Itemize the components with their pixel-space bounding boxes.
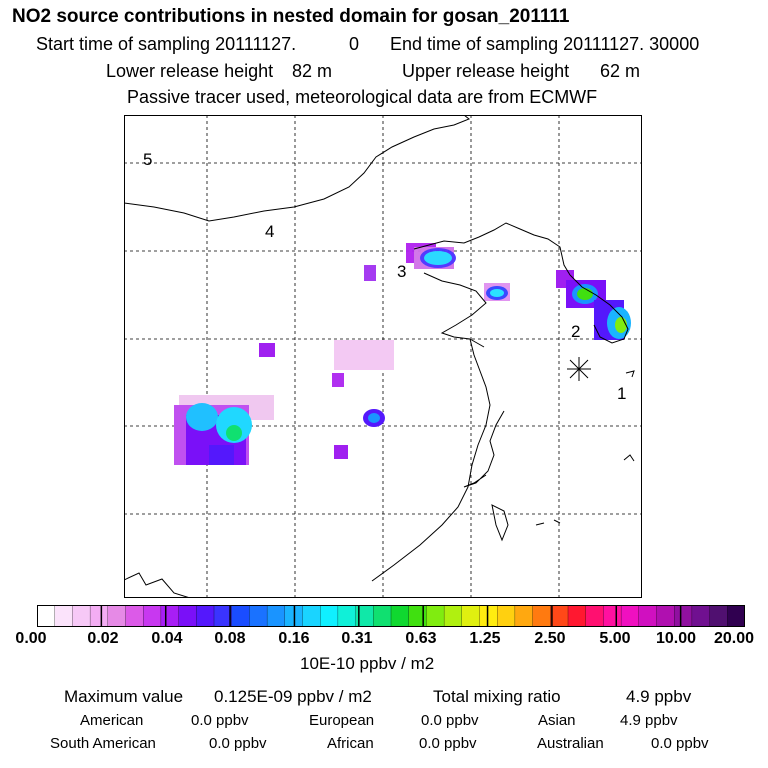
colorbar-cell xyxy=(727,605,745,627)
colorbar-cell xyxy=(231,605,251,627)
upper-release-value: 62 m xyxy=(600,61,641,81)
source-name-european: European xyxy=(309,712,375,729)
coastlines xyxy=(124,115,635,598)
source-value-european: 0.0 ppbv xyxy=(421,712,479,729)
colorbar-cell xyxy=(691,605,711,627)
max-value: 0.125E-09 ppbv / m2 xyxy=(214,687,372,706)
lower-release-label: Lower release height xyxy=(106,61,274,81)
start-time-value: 0 xyxy=(349,34,360,54)
concentration-plumes xyxy=(174,243,631,465)
colorbar-tick: 0.08 xyxy=(214,630,246,647)
colorbar-cell xyxy=(532,605,552,627)
colorbar-frame xyxy=(37,605,745,627)
tracer-note: Passive tracer used, meteorological data… xyxy=(127,87,598,107)
start-time-label: Start time of sampling 20111127. xyxy=(36,34,297,54)
source-value-asian: 4.9 ppbv xyxy=(620,712,678,729)
colorbar-unit: 10E-10 ppbv / m2 xyxy=(300,654,435,673)
region-label-3: 3 xyxy=(397,262,406,281)
max-value-label: Maximum value xyxy=(64,687,184,706)
source-value-south-american: 0.0 ppbv xyxy=(209,735,267,752)
colorbar-tick: 0.00 xyxy=(15,630,47,647)
lat-lon-grid xyxy=(124,115,642,598)
colorbar-cell xyxy=(603,605,622,627)
colorbar-cell xyxy=(709,605,729,627)
source-value-australian: 0.0 ppbv xyxy=(651,735,709,752)
colorbar-tick: 20.00 xyxy=(713,630,755,647)
colorbar-cell xyxy=(143,605,162,627)
source-name-south-american: South American xyxy=(50,735,156,752)
region-label-4: 4 xyxy=(265,222,274,241)
plume-korea xyxy=(556,270,631,340)
end-time-label: End time of sampling 20111127. 30000 xyxy=(390,34,700,54)
source-name-american: American xyxy=(80,712,144,729)
colorbar-cell xyxy=(567,605,587,627)
colorbar-cell xyxy=(125,605,144,627)
colorbar-cell xyxy=(585,605,605,627)
colorbar xyxy=(37,605,745,627)
colorbar-cell xyxy=(266,605,286,627)
colorbar-cell xyxy=(426,605,445,627)
colorbar-cell xyxy=(37,605,56,627)
colorbar-cell xyxy=(656,605,675,627)
colorbar-cell xyxy=(320,605,339,627)
colorbar-cell xyxy=(54,605,74,627)
colorbar-cell xyxy=(620,605,640,627)
colorbar-tick: 0.31 xyxy=(341,630,373,647)
colorbar-cell xyxy=(390,605,410,627)
source-name-african: African xyxy=(327,735,374,752)
colorbar-cell xyxy=(373,605,392,627)
region-label-1: 1 xyxy=(617,384,626,403)
source-name-australian: Australian xyxy=(537,735,604,752)
concentration-map: 5 4 3 2 1 xyxy=(124,115,642,598)
source-value-african: 0.0 ppbv xyxy=(419,735,477,752)
colorbar-cell xyxy=(443,605,463,627)
lower-release-value: 82 m xyxy=(292,61,333,81)
total-mixing-label: Total mixing ratio xyxy=(433,687,561,706)
colorbar-tick: 2.50 xyxy=(534,630,566,647)
colorbar-cell xyxy=(178,605,198,627)
colorbar-cell xyxy=(674,605,693,627)
colorbar-cell xyxy=(479,605,498,627)
colorbar-cell xyxy=(160,605,180,627)
colorbar-cell xyxy=(89,605,109,627)
plume-northeast xyxy=(364,243,510,301)
colorbar-tick: 0.04 xyxy=(151,630,183,647)
source-value-american: 0.0 ppbv xyxy=(191,712,249,729)
colorbar-cell xyxy=(337,605,357,627)
region-label-2: 2 xyxy=(571,322,580,341)
colorbar-cell xyxy=(72,605,91,627)
colorbar-cell xyxy=(461,605,481,627)
colorbar-cell xyxy=(302,605,321,627)
colorbar-cell xyxy=(249,605,268,627)
colorbar-cell xyxy=(107,605,127,627)
colorbar-tick: 0.16 xyxy=(278,630,310,647)
colorbar-cell xyxy=(638,605,658,627)
plume-southwest xyxy=(174,395,274,465)
upper-release-label: Upper release height xyxy=(402,61,570,81)
colorbar-tick: 10.00 xyxy=(655,630,697,647)
total-mixing-value: 4.9 ppbv xyxy=(626,687,692,706)
colorbar-tick: 0.02 xyxy=(87,630,119,647)
colorbar-cell xyxy=(408,605,428,627)
colorbar-tick: 5.00 xyxy=(599,630,631,647)
map-title: NO2 source contributions in nested domai… xyxy=(12,6,570,27)
colorbar-cell xyxy=(497,605,516,627)
source-name-asian: Asian xyxy=(538,712,576,729)
region-label-5: 5 xyxy=(143,150,152,169)
receptor-asterisk-icon xyxy=(567,357,591,381)
colorbar-tick: 1.25 xyxy=(469,630,501,647)
plume-interior xyxy=(259,340,394,459)
colorbar-cell xyxy=(196,605,215,627)
colorbar-tick: 0.63 xyxy=(405,630,437,647)
colorbar-cell xyxy=(514,605,534,627)
colorbar-cell xyxy=(550,605,569,627)
